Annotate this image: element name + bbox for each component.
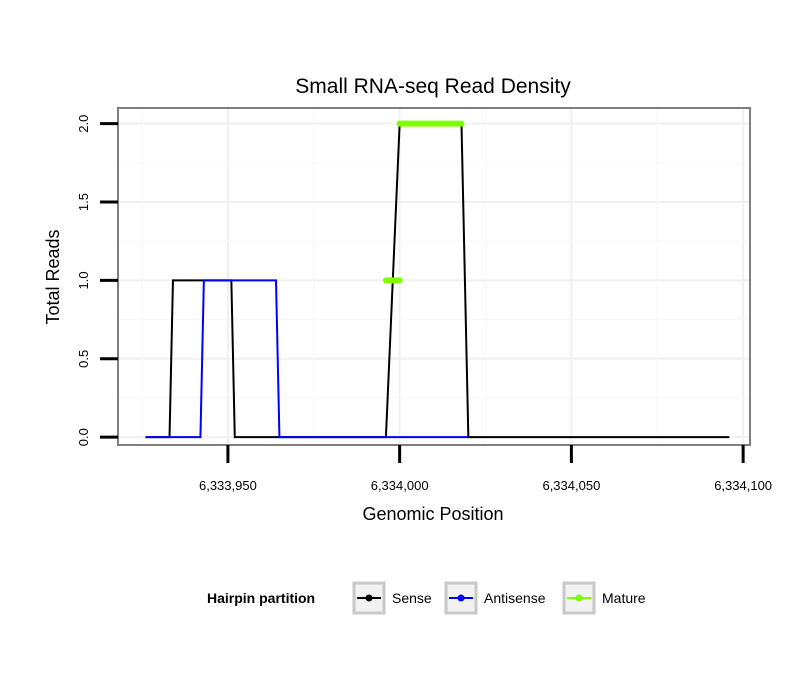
legend: Hairpin partition Sense Antisense Mature	[207, 581, 646, 615]
legend-title: Hairpin partition	[207, 590, 315, 606]
legend-key-point	[575, 594, 583, 602]
series-antisense-line	[145, 279, 469, 439]
legend-entry-mature: Mature	[562, 581, 646, 615]
legend-entry-antisense: Antisense	[444, 581, 546, 615]
y-axis-title: Total Reads	[43, 229, 63, 324]
legend-entry-sense: Sense	[352, 581, 432, 615]
y-tick-label: 0.0	[76, 428, 91, 446]
y-tick-label: 0.5	[76, 350, 91, 368]
x-tick-label: 6,334,050	[542, 478, 600, 493]
legend-label: Mature	[602, 590, 646, 606]
series-layer	[145, 120, 730, 439]
legend-label: Sense	[392, 590, 432, 606]
y-tick-label: 2.0	[76, 115, 91, 133]
legend-label: Antisense	[484, 590, 546, 606]
x-tick-label: 6,334,000	[371, 478, 429, 493]
y-tick-label: 1.0	[76, 271, 91, 289]
chart-title: Small RNA-seq Read Density	[295, 75, 571, 98]
y-tick-label: 1.5	[76, 193, 91, 211]
x-axis: 6,333,950 6,334,000 6,334,050 6,334,100	[199, 445, 772, 493]
x-axis-title: Genomic Position	[362, 504, 503, 524]
grid-minor	[119, 109, 749, 444]
legend-key-point	[365, 594, 373, 602]
x-tick-label: 6,334,100	[714, 478, 772, 493]
plot-panel	[117, 107, 751, 446]
x-tick-label: 6,333,950	[199, 478, 257, 493]
y-axis: 0.0 0.5 1.0 1.5 2.0	[76, 115, 118, 446]
legend-key-point	[457, 594, 465, 602]
